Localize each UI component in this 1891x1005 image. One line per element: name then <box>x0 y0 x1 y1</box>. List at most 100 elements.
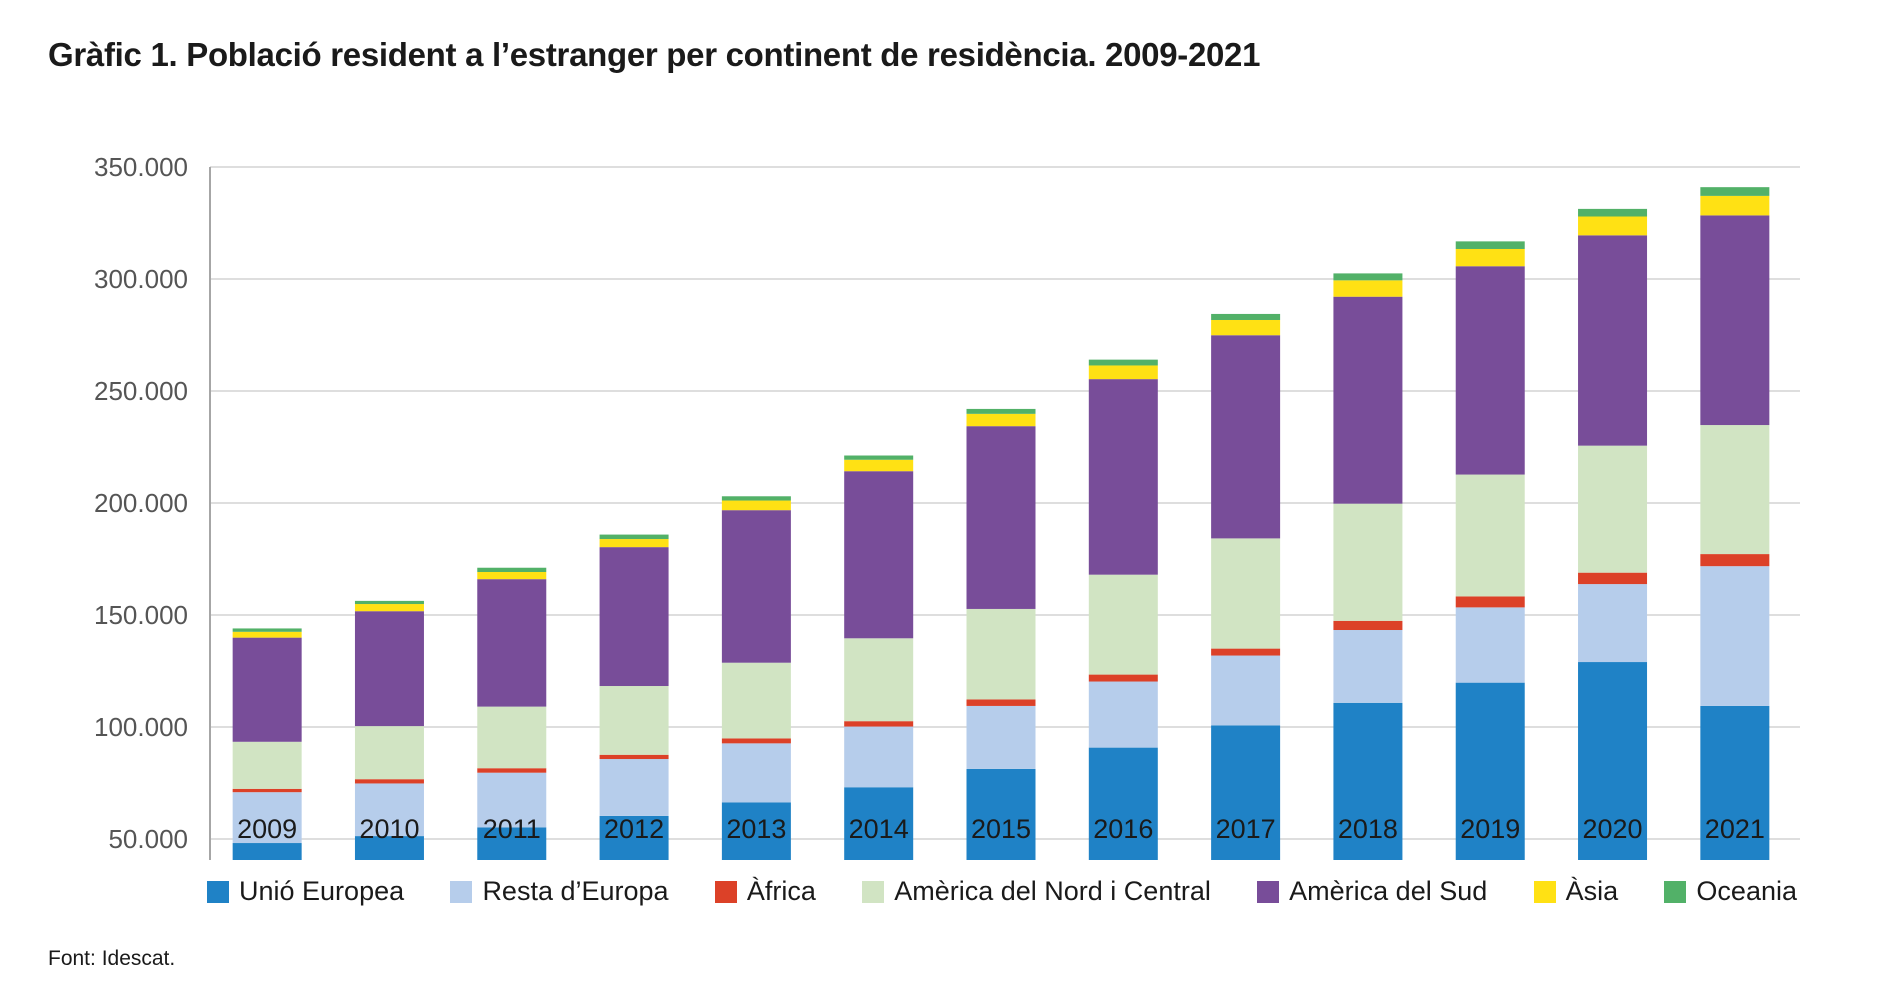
bar-segment <box>1333 620 1403 631</box>
legend-item: Àfrica <box>714 876 816 907</box>
bar-segment <box>1700 195 1770 216</box>
bar-segment <box>721 662 791 739</box>
bar-segment <box>599 539 669 548</box>
bar-segment <box>1700 425 1770 555</box>
legend-label: Oceania <box>1696 876 1797 906</box>
bar-segment <box>966 705 1036 769</box>
bar-segment <box>1333 630 1403 703</box>
x-tick-label: 2014 <box>849 814 909 844</box>
bar-segment <box>1088 681 1158 748</box>
legend-label: Amèrica del Nord i Central <box>894 876 1211 906</box>
bar-segment <box>1211 319 1281 336</box>
legend-item: Amèrica del Nord i Central <box>862 876 1211 907</box>
legend-label: Amèrica del Sud <box>1289 876 1488 906</box>
bar-segment <box>721 496 791 501</box>
bar-segment <box>1578 584 1648 663</box>
bar-segment <box>1211 538 1281 649</box>
x-tick-label: 2011 <box>483 814 541 844</box>
legend-item: Àsia <box>1533 876 1619 907</box>
bar-segment <box>354 783 424 837</box>
axes <box>209 167 211 860</box>
legend-swatch <box>1257 880 1280 903</box>
y-tick-label: 150.000 <box>94 600 188 630</box>
bar-segment <box>232 628 302 632</box>
bar-segment <box>1578 662 1648 860</box>
bar-segment <box>354 604 424 612</box>
bar-segment <box>477 768 547 773</box>
bar-segment <box>477 772 547 828</box>
bar-segment <box>1455 607 1525 683</box>
legend-label: Resta d’Europa <box>482 876 669 906</box>
legend-swatch <box>714 880 737 903</box>
bar-segment <box>1455 266 1525 475</box>
x-tick-label: 2013 <box>726 814 786 844</box>
bar-segment <box>844 787 914 860</box>
bar-segment <box>1455 596 1525 608</box>
bar-segment <box>1578 208 1648 217</box>
bar-segment <box>599 754 669 760</box>
bar-segment <box>232 741 302 789</box>
legend-item: Oceania <box>1664 876 1797 907</box>
bar-segment <box>232 788 302 793</box>
bar-segment <box>844 459 914 472</box>
bar-segment <box>599 534 669 540</box>
bar-segment <box>844 721 914 727</box>
bar-segment <box>1700 705 1770 860</box>
legend-label: Àsia <box>1565 876 1619 906</box>
bar-segment <box>966 413 1036 427</box>
source-note: Font: Idescat. <box>48 947 176 970</box>
legend-item: Unió Europea <box>207 876 404 907</box>
bar-segment <box>232 792 302 844</box>
legend: Unió Europea Resta d’Europa Àfrica Amèrica … <box>207 876 1797 907</box>
x-tick-label: 2021 <box>1705 814 1765 844</box>
bar-segment <box>1578 572 1648 585</box>
legend-item: Amèrica del Sud <box>1257 876 1487 907</box>
bar-segment <box>1211 335 1281 539</box>
bar-segment <box>1455 474 1525 597</box>
chart-title: Gràfic 1. Població resident a l’estrange… <box>48 36 1261 73</box>
bar-segment <box>354 836 424 860</box>
bar-segment <box>1700 187 1770 196</box>
bar-segment <box>232 631 302 638</box>
x-tick-label: 2012 <box>604 814 664 844</box>
y-tick-label: 350.000 <box>94 152 188 182</box>
bar-segment <box>966 608 1036 700</box>
bar-segment <box>1700 566 1770 706</box>
bar-segment <box>1333 702 1403 860</box>
y-tick-label: 200.000 <box>94 488 188 518</box>
bar-segment <box>721 500 791 511</box>
bar-segment <box>1333 296 1403 504</box>
y-tick-label: 250.000 <box>94 376 188 406</box>
bar-segment <box>1211 655 1281 726</box>
bar-segment <box>721 510 791 663</box>
legend-label: Àfrica <box>746 876 816 906</box>
bar-segment <box>477 579 547 707</box>
bar-segment <box>721 802 791 860</box>
bar-segment <box>966 699 1036 706</box>
x-axis-ticks: 2009 2010 2011 2012 2013 2014 2015 2016 2017 2018… <box>237 814 1765 844</box>
legend-swatch <box>1664 880 1687 903</box>
bar-segment <box>1088 359 1158 366</box>
bar-segment <box>1088 747 1158 860</box>
legend-swatch <box>207 880 229 903</box>
bar-segment <box>844 471 914 639</box>
bar-segment <box>1211 313 1281 320</box>
bar-segment <box>1578 216 1648 236</box>
legend-swatch <box>450 880 473 903</box>
bar-segment <box>599 686 669 755</box>
bar-segment <box>1700 554 1770 567</box>
x-tick-label: 2018 <box>1338 814 1398 844</box>
x-tick-label: 2010 <box>359 814 419 844</box>
x-tick-label: 2015 <box>971 814 1031 844</box>
x-tick-label: 2016 <box>1093 814 1153 844</box>
bar-segment <box>1700 215 1770 426</box>
bar-segment <box>477 706 547 769</box>
bar-segment <box>1578 235 1648 446</box>
bar-segment <box>1088 574 1158 675</box>
bars <box>232 187 1770 860</box>
legend-swatch <box>1533 880 1556 903</box>
bar-segment <box>966 426 1036 609</box>
bar-segment <box>1455 248 1525 267</box>
bar-segment <box>477 567 547 572</box>
bar-segment <box>1333 503 1403 621</box>
